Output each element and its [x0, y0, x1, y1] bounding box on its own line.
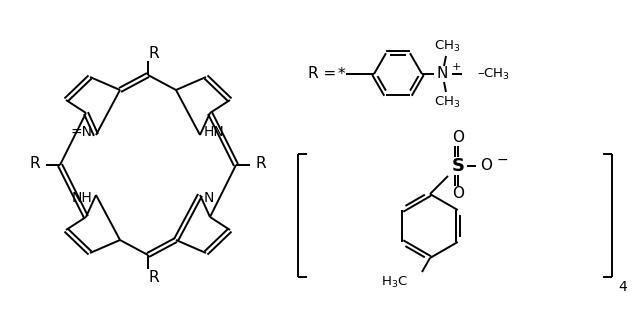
Text: R: R [256, 156, 266, 170]
Text: R: R [29, 156, 40, 170]
Text: 4: 4 [618, 280, 627, 294]
Text: R: R [148, 269, 159, 285]
Text: S: S [451, 157, 465, 175]
Text: N: N [204, 191, 214, 205]
Text: CH$_3$: CH$_3$ [434, 38, 460, 54]
Text: NH: NH [71, 191, 92, 205]
Text: O: O [480, 159, 492, 173]
Text: −: − [497, 153, 509, 167]
Text: =N: =N [70, 125, 92, 139]
Text: R: R [148, 45, 159, 61]
Text: O: O [452, 187, 464, 201]
Text: +: + [452, 62, 461, 72]
Text: *: * [338, 66, 346, 82]
Text: O: O [452, 131, 464, 145]
Text: HN: HN [204, 125, 225, 139]
Text: –CH$_3$: –CH$_3$ [477, 66, 510, 82]
Text: R =: R = [308, 66, 336, 82]
Text: N: N [436, 66, 448, 82]
Text: H$_3$C: H$_3$C [381, 274, 408, 290]
Text: CH$_3$: CH$_3$ [434, 94, 460, 110]
